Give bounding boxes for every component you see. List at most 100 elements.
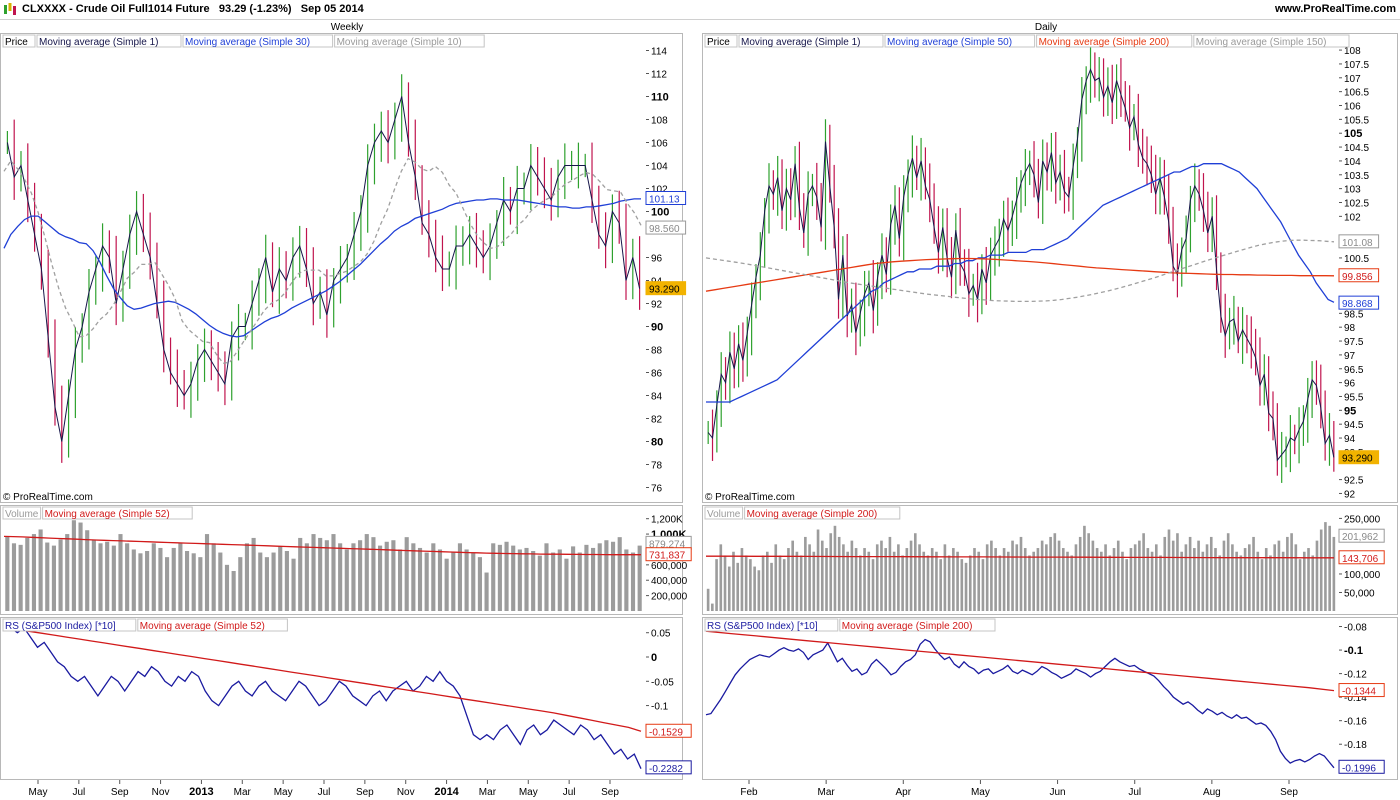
daily-volume-bar — [1108, 555, 1112, 611]
daily-rs-frame — [702, 617, 1398, 780]
weekly-volume-bar — [25, 537, 30, 611]
weekly-volume-bar — [145, 551, 150, 611]
daily-volume-bar — [1150, 551, 1154, 611]
daily-price-y-tick-label: 94 — [1344, 434, 1356, 445]
weekly-volume-bar — [444, 558, 449, 611]
weekly-rs-legend-box — [2, 618, 137, 632]
daily-volume-y-tick-label: 250,000 — [1344, 514, 1381, 525]
daily-price-y-tick-label: 106.5 — [1344, 88, 1369, 99]
weekly-volume-sma-line — [3, 535, 641, 556]
weekly-volume-bar — [165, 557, 170, 611]
weekly-volume-y-tick-label: 600,000 — [651, 561, 688, 572]
daily-volume-bar — [1154, 544, 1158, 611]
weekly-price-value-tag-label: 101.13 — [649, 195, 680, 206]
weekly-rs-y-tick-label: 0.05 — [651, 629, 671, 640]
daily-volume-bar — [1002, 548, 1006, 611]
daily-volume-y-tick-label: 50,000 — [1344, 588, 1375, 599]
daily-volume-bar — [1028, 555, 1031, 611]
weekly-rs-legend-item: RS (S&P500 Index) [*10] — [5, 621, 116, 632]
daily-sma150-line — [705, 239, 1335, 303]
daily-volume-bar — [1133, 544, 1137, 611]
weekly-price-y-tick-label: 104 — [651, 162, 668, 173]
daily-price-value-tag — [1338, 295, 1380, 310]
weekly-volume-bar — [184, 551, 190, 611]
weekly-volume-bar — [191, 553, 196, 611]
weekly-volume-bar — [11, 543, 17, 611]
daily-volume-value-tag — [1338, 550, 1385, 565]
daily-volume-bar — [1074, 544, 1078, 611]
weekly-x-tick-label: Sep — [111, 787, 129, 798]
weekly-rs-frame — [0, 617, 683, 780]
weekly-volume-bar — [224, 564, 230, 611]
daily-x-tick-label: May — [971, 787, 990, 798]
weekly-price-y-tick-label: 92 — [651, 300, 663, 311]
daily-volume-bar — [960, 559, 964, 611]
weekly-price-y-tick-label: 88 — [651, 346, 663, 357]
weekly-volume-legend-box — [42, 506, 193, 520]
daily-rs-y-tick-label: -0.08 — [1344, 623, 1367, 634]
weekly-volume-bar — [324, 540, 329, 611]
daily-volume-bar — [732, 551, 735, 611]
daily-volume-bar — [871, 559, 875, 611]
daily-price-legend-box — [704, 34, 738, 48]
daily-panel-title: Daily — [1035, 22, 1057, 33]
daily-volume-bar — [1125, 559, 1129, 611]
daily-volume-bar — [952, 548, 955, 611]
weekly-volume-bar — [78, 522, 83, 611]
price-change: 93.29 (-1.23%) — [218, 3, 292, 15]
daily-rs-legend-item: RS (S&P500 Index) [*10] — [707, 621, 818, 632]
daily-volume-bar — [875, 544, 879, 611]
weekly-volume-legend-item: Moving average (Simple 52) — [45, 509, 170, 520]
weekly-volume-y-tick-label: 400,000 — [651, 576, 688, 587]
daily-price-value-tag-label: 98.868 — [1342, 299, 1373, 310]
weekly-rs-value-tag-label: -0.2282 — [649, 764, 683, 775]
daily-volume-bar — [1252, 536, 1255, 611]
daily-volume-bar — [1218, 555, 1222, 611]
daily-volume-bar — [829, 533, 833, 611]
weekly-price-y-tick-label: 108 — [651, 116, 668, 127]
daily-volume-bar — [1087, 533, 1090, 611]
daily-volume-bar — [1294, 544, 1298, 611]
daily-x-tick-label: Jul — [1128, 787, 1141, 798]
weekly-volume-bar — [111, 545, 116, 611]
weekly-volume-bar — [91, 539, 96, 611]
weekly-price-y-tick-label: 100 — [651, 207, 669, 219]
weekly-volume-bar — [477, 557, 482, 611]
daily-price-value-tag-label: 93.290 — [1342, 454, 1373, 465]
daily-volume-bar — [905, 548, 909, 611]
weekly-x-tick-label: Nov — [397, 787, 415, 798]
daily-volume-bar — [930, 548, 934, 611]
site-link[interactable]: www.ProRealTime.com — [1274, 3, 1396, 15]
daily-price-y-tick-label: 103.5 — [1344, 171, 1369, 182]
daily-volume-bar — [1045, 544, 1048, 611]
weekly-x-tick-label: Sep — [356, 787, 374, 798]
daily-volume-bar — [774, 544, 778, 611]
daily-rs-y-tick-label: -0.14 — [1344, 693, 1367, 704]
daily-price-legend-item: Moving average (Simple 50) — [887, 37, 1012, 48]
daily-price-legend-box — [738, 34, 884, 48]
daily-price-y-tick-label: 92 — [1344, 489, 1356, 500]
daily-volume-bar — [939, 559, 942, 611]
weekly-volume-bar — [338, 543, 343, 611]
weekly-volume-bar — [417, 547, 423, 611]
weekly-volume-bar — [484, 572, 489, 611]
daily-volume-bar — [1281, 551, 1285, 611]
daily-volume-bar — [820, 540, 824, 611]
weekly-volume-bar — [238, 557, 243, 611]
daily-volume-bar — [795, 551, 799, 611]
weekly-volume-bar — [311, 534, 316, 611]
daily-price-legend-box — [884, 34, 1036, 48]
weekly-volume-bars — [5, 520, 642, 611]
daily-price-y-tick-label: 97.5 — [1344, 337, 1364, 348]
weekly-rs-legend-box — [137, 618, 288, 632]
weekly-volume-bar — [537, 555, 542, 611]
daily-volume-legend-box — [744, 506, 901, 520]
weekly-x-tick-label: May — [519, 787, 538, 798]
daily-volume-bar — [1100, 551, 1103, 611]
daily-rs-sma-line — [705, 630, 1335, 692]
weekly-volume-bar — [431, 543, 436, 611]
daily-volume-frame — [702, 505, 1398, 615]
daily-volume-bar — [1231, 544, 1234, 611]
weekly-volume-bar — [18, 544, 23, 611]
weekly-price-y-tick-label: 84 — [651, 392, 663, 403]
